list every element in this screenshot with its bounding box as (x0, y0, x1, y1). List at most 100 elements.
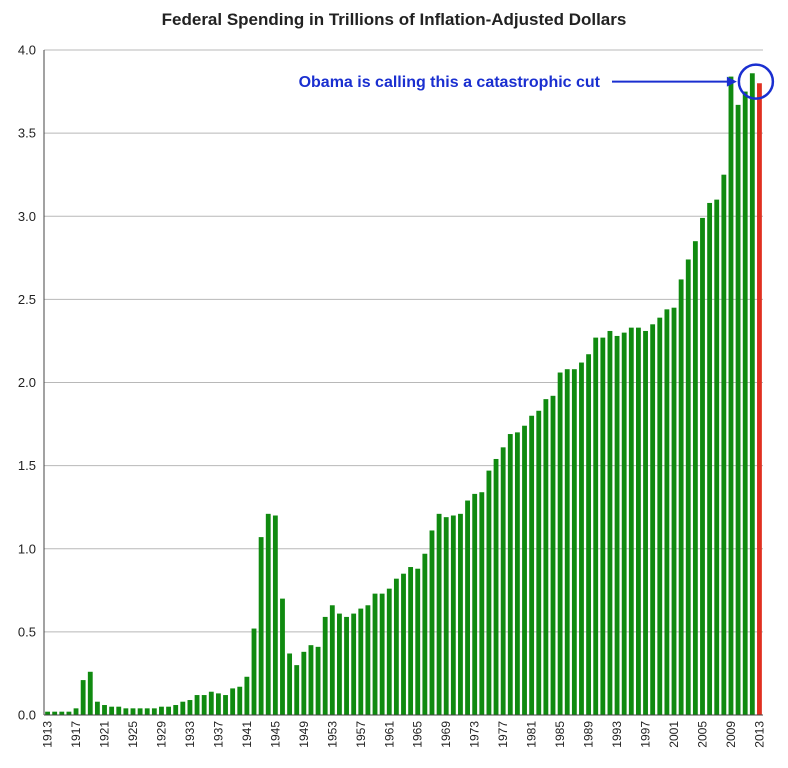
bar-1999 (657, 317, 663, 715)
bar-1989 (586, 354, 592, 715)
x-tick-label: 2005 (695, 721, 709, 748)
y-tick-label: 2.5 (18, 292, 36, 307)
bar-1976 (493, 458, 499, 715)
bar-1981 (529, 415, 535, 715)
y-tick-label: 3.5 (18, 126, 36, 141)
bar-1968 (436, 513, 442, 715)
bar-1920 (94, 701, 100, 715)
axes (43, 50, 763, 716)
bar-1993 (614, 335, 620, 715)
bar-2008 (721, 174, 727, 715)
x-tick-label: 1921 (98, 721, 112, 748)
x-tick-label: 1989 (582, 721, 596, 748)
bar-1941 (244, 676, 250, 715)
x-tick-label: 1981 (525, 721, 539, 748)
bar-1916 (66, 711, 72, 715)
bar-1945 (272, 515, 278, 715)
x-tick-label: 1961 (382, 721, 396, 748)
bar-1917 (73, 708, 79, 715)
x-tick-label: 1957 (354, 721, 368, 748)
x-tick-labels: 1913 1917 1921 1925 1929 1933 1937 1941 1945 1949… (41, 721, 767, 748)
x-tick-label: 1929 (154, 721, 168, 748)
bar-1953 (329, 605, 335, 715)
bar-1946 (280, 598, 285, 715)
x-tick-label: 1917 (69, 721, 83, 748)
bar-1991 (600, 337, 606, 715)
bar-1963 (401, 573, 406, 715)
bar-1954 (337, 613, 342, 715)
bar-1997 (643, 330, 648, 715)
bar-1921 (102, 705, 107, 715)
annotation-circle (737, 63, 775, 100)
bar-2011 (742, 91, 748, 715)
bar-1942 (251, 628, 257, 715)
bar-1975 (486, 470, 492, 715)
bar-1950 (308, 645, 314, 715)
x-tick-label: 1965 (411, 721, 425, 748)
bar-2004 (692, 241, 698, 715)
bar-1983 (543, 399, 549, 715)
bar-1934 (194, 695, 200, 715)
bar-1932 (180, 701, 186, 715)
bar-1951 (315, 646, 321, 715)
bar-1962 (393, 578, 399, 715)
bar-1995 (628, 327, 634, 715)
bar-1974 (479, 492, 485, 715)
x-tick-label: 1953 (325, 721, 339, 748)
bar-1987 (571, 369, 577, 715)
bar-1924 (123, 708, 129, 715)
x-tick-label: 1993 (610, 721, 624, 748)
bar-1972 (465, 500, 470, 715)
x-tick-label: 1945 (268, 721, 282, 748)
bar-1970 (450, 515, 456, 715)
x-tick-label: 1913 (41, 721, 55, 748)
y-tick-label: 0.5 (18, 624, 36, 639)
bar-1943 (258, 537, 264, 715)
bar-1913 (45, 711, 50, 715)
bar-1929 (159, 706, 164, 715)
bar-1927 (144, 708, 150, 715)
bar-1935 (201, 695, 207, 715)
bar-1994 (621, 332, 627, 715)
bar-1965 (415, 568, 421, 715)
y-tick-label: 2.0 (18, 375, 36, 390)
bar-1948 (294, 665, 300, 715)
chart-title: Federal Spending in Trillions of Inflati… (161, 10, 627, 29)
bar-1928 (151, 708, 157, 715)
x-tick-label: 2009 (724, 721, 738, 748)
bar-1947 (287, 653, 293, 715)
bar-1919 (87, 671, 93, 715)
bar-1937 (215, 693, 221, 715)
x-tick-label: 1969 (439, 721, 453, 748)
bar-1956 (351, 613, 357, 715)
y-tick-labels: 0.0 0.5 1.0 1.5 2.0 2.5 3.0 3.5 4.0 (18, 43, 36, 723)
bar-1977 (500, 447, 506, 715)
bar-2007 (714, 199, 720, 715)
x-tick-label: 2013 (752, 721, 766, 748)
bar-1985 (557, 372, 563, 715)
x-tick-label: 1933 (183, 721, 197, 748)
bar-2001 (671, 307, 677, 715)
bar-1914 (52, 711, 58, 715)
bars (45, 73, 762, 716)
bar-1980 (522, 425, 527, 715)
bar-2005 (700, 217, 705, 715)
bar-1969 (443, 517, 449, 715)
y-tick-label: 0.0 (18, 708, 36, 723)
bar-2012 (749, 73, 755, 715)
bar-1961 (386, 588, 392, 715)
bar-1967 (429, 530, 435, 715)
x-tick-label: 1977 (496, 721, 510, 748)
bar-1936 (208, 691, 214, 715)
x-tick-label: 1997 (639, 721, 653, 748)
bar-1931 (173, 705, 179, 715)
bar-1940 (237, 686, 243, 715)
bar-1923 (116, 706, 122, 715)
x-tick-label: 1937 (211, 721, 225, 748)
bar-1996 (636, 327, 641, 715)
bar-1971 (458, 513, 463, 715)
bar-1984 (550, 395, 556, 715)
annotation-text: Obama is calling this a catastrophic cut (299, 74, 601, 91)
bar-1949 (301, 651, 307, 715)
bar-1930 (166, 706, 171, 715)
